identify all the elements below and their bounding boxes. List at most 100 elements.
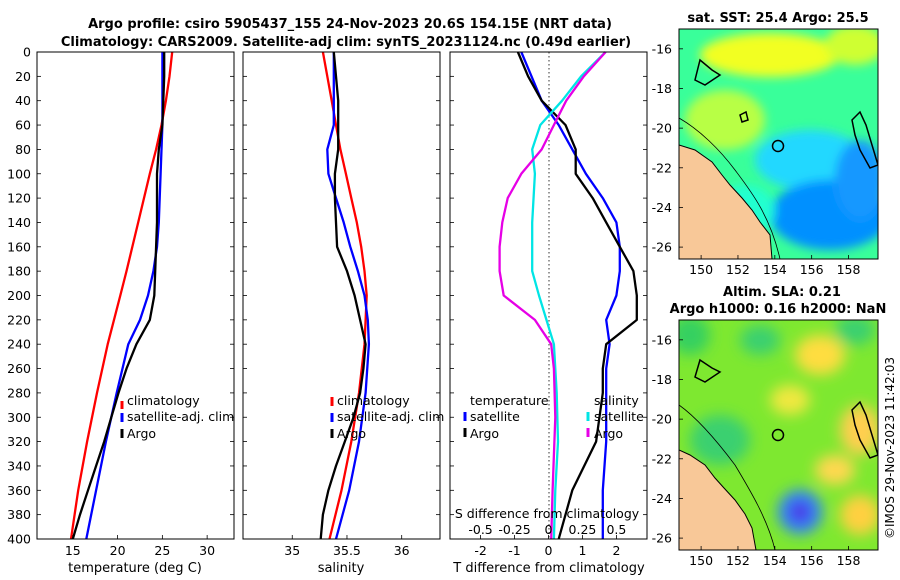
depth-tick-label: 400 xyxy=(7,532,31,547)
depth-tick-label: 140 xyxy=(7,215,31,230)
legend-label-climatology: climatology xyxy=(127,393,200,408)
salinity-series xyxy=(319,51,371,540)
sla-map-title: Altim. SLA: 0.21 xyxy=(723,285,841,300)
legend-label-climatology: climatology xyxy=(337,393,410,408)
map-lon-label: 150 xyxy=(689,553,713,568)
depth-tick-label: 380 xyxy=(7,507,31,522)
map-lat-label: -24 xyxy=(652,200,672,215)
depth-tick-label: 360 xyxy=(7,483,31,498)
sst-map: sat. SST: 25.4 Argo: 25.5 -16 -18 -20 -22 -2… xyxy=(652,11,879,277)
t-difference-tick-label: -1 xyxy=(508,543,520,558)
temperature-axes-box xyxy=(36,51,235,540)
legend-label-argo: Argo xyxy=(337,426,366,441)
s-difference-tick-label: 0.5 xyxy=(606,522,626,537)
temperature-series xyxy=(69,51,174,540)
australia-coast xyxy=(679,144,773,259)
argo-location-marker xyxy=(771,428,785,442)
map-lat-label: -18 xyxy=(652,372,672,387)
salinity-xlabel: salinity xyxy=(318,561,365,576)
depth-tick-label: 260 xyxy=(7,361,31,376)
map-lat-label: -26 xyxy=(652,240,672,255)
sst-lat-ticks: -16 -18 -20 -22 -24 -26 xyxy=(652,41,683,255)
reef xyxy=(851,110,878,169)
salinity-tick-label: 36 xyxy=(394,543,410,558)
series-line-satellite-adj-clim xyxy=(85,52,164,540)
t-difference-tick-label: 0 xyxy=(545,543,553,558)
salinity-tick-label: 35.5 xyxy=(333,543,361,558)
reef xyxy=(739,110,749,123)
depth-tick-labels: 0 20 40 60 80 100 120 140 160 180 200 220 240 260 280 3… xyxy=(7,45,647,547)
reef xyxy=(694,358,722,383)
depth-tick-label: 160 xyxy=(7,239,31,254)
map-lon-label: 154 xyxy=(763,262,787,277)
sst-map-box xyxy=(678,28,879,260)
s-difference-tick-label: -0.25 xyxy=(498,522,530,537)
depth-tick-label: 100 xyxy=(7,166,31,181)
sla-field-patches xyxy=(679,320,878,535)
argo-location-marker xyxy=(771,139,785,153)
temperature-tick-labels: 15 20 25 30 xyxy=(65,535,215,558)
difference-panel: -2 -1 0 1 2 -0.5 -0.25 0 0.25 0.5 S difference f… xyxy=(449,51,648,576)
temperature-xlabel: temperature (deg C) xyxy=(68,561,202,576)
depth-tick-label: 40 xyxy=(15,93,31,108)
map-lat-label: -22 xyxy=(652,451,672,466)
salinity-tick-labels: 35 35.5 36 xyxy=(284,535,410,558)
legend-label-satellite-adj: satellite-adj. clim xyxy=(337,409,444,424)
s-difference-tick-label: -0.5 xyxy=(468,522,492,537)
series-line-argo xyxy=(319,51,367,540)
s-difference-xlabel: S difference from climatology xyxy=(455,506,640,521)
depth-tick-label: 0 xyxy=(23,45,31,60)
map-lat-label: -16 xyxy=(652,41,672,56)
map-lon-label: 150 xyxy=(689,262,713,277)
map-lon-label: 154 xyxy=(763,553,787,568)
series-line-argo xyxy=(71,52,166,540)
salinity-tick-label: 35 xyxy=(284,543,300,558)
shelf-contour xyxy=(679,117,781,259)
title-line-2: Climatology: CARS2009. Satellite-adj cli… xyxy=(61,35,631,50)
t-difference-tick-labels: -2 -1 0 1 2 xyxy=(474,535,620,558)
depth-tick-label: 20 xyxy=(15,69,31,84)
map-lon-label: 158 xyxy=(837,262,861,277)
sla-lat-ticks: -16 -18 -20 -22 -24 -26 xyxy=(652,332,683,546)
legend-label-t-argo: Argo xyxy=(470,426,499,441)
t-difference-tick-label: 2 xyxy=(612,543,620,558)
map-lat-label: -22 xyxy=(652,160,672,175)
salinity-axes-box xyxy=(242,51,441,540)
map-lon-label: 156 xyxy=(800,553,824,568)
reef xyxy=(694,58,722,86)
map-lon-label: 152 xyxy=(726,553,750,568)
legend-title-salinity: salinity xyxy=(594,393,639,408)
imos-timestamp: ©IMOS 29-Nov-2023 11:42:03 xyxy=(883,357,897,539)
depth-tick-label: 300 xyxy=(7,410,31,425)
depth-tick-label: 180 xyxy=(7,264,31,279)
depth-tick-label: 200 xyxy=(7,288,31,303)
map-lon-label: 156 xyxy=(800,262,824,277)
depth-tick-label: 80 xyxy=(15,142,31,157)
salinity-panel: 35 35.5 36 salinity climatology satellite-… xyxy=(242,51,444,576)
sla-map: Altim. SLA: 0.21 Argo h1000: 0.16 h2000:… xyxy=(652,285,887,568)
depth-tick-label: 280 xyxy=(7,385,31,400)
sla-high-patch xyxy=(840,495,878,535)
legend-label-argo: Argo xyxy=(127,426,156,441)
sla-high-patch xyxy=(840,405,878,455)
depth-tick-label: 320 xyxy=(7,434,31,449)
sla-field xyxy=(679,320,878,550)
s-difference-tick-label: 0.25 xyxy=(569,522,597,537)
t-difference-tick-label: -2 xyxy=(474,543,486,558)
map-lat-label: -24 xyxy=(652,491,672,506)
sla-map-subtitle: Argo h1000: 0.16 h2000: NaN xyxy=(670,302,887,317)
t-difference-xlabel: T difference from climatology xyxy=(452,561,645,576)
s-difference-tick-label: 0 xyxy=(545,522,553,537)
series-line-satellite-adj-clim xyxy=(326,52,371,540)
title-line-1: Argo profile: csiro 5905437_155 24-Nov-2… xyxy=(88,17,612,32)
series-line-climatology xyxy=(69,51,174,540)
sst-warm-patch xyxy=(825,29,878,65)
temperature-tick-label: 20 xyxy=(110,543,126,558)
shelf-contour xyxy=(679,404,776,550)
difference-series xyxy=(498,51,638,540)
sla-low-patch xyxy=(835,320,875,345)
legend-label-satellite-adj: satellite-adj. clim xyxy=(127,409,234,424)
s-difference-tick-labels: -0.5 -0.25 0 0.25 0.5 xyxy=(468,522,626,537)
legend-label-s-argo: Argo xyxy=(594,426,623,441)
